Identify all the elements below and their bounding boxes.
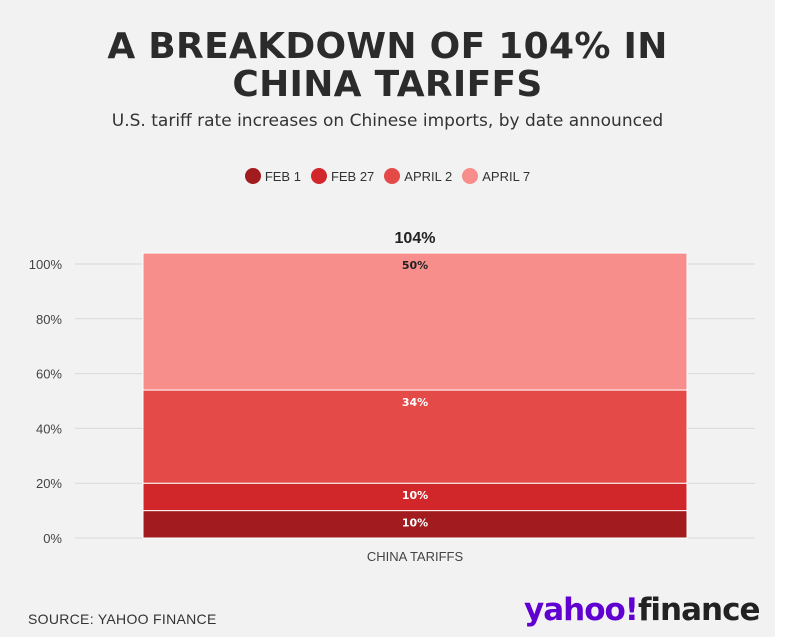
legend-item: APRIL 2 xyxy=(384,168,452,184)
stacked-bar-chart: 0% 20% 40% 60% 80% 100% 10% 10% 34% 50% 104% CHINA … xyxy=(29,230,755,564)
y-tick-label: 100% xyxy=(29,257,63,272)
legend-label: FEB 27 xyxy=(330,168,375,184)
legend-item: FEB 27 xyxy=(310,168,375,184)
source-note: SOURCE: YAHOO FINANCE xyxy=(28,611,217,627)
bar-segment xyxy=(142,482,688,512)
total-label: 104% xyxy=(395,230,436,247)
legend-label: APRIL 7 xyxy=(482,168,531,184)
y-tick-label: 40% xyxy=(36,421,62,436)
data-label: 50% xyxy=(402,259,428,272)
legend-swatch xyxy=(462,168,479,184)
legend-item: APRIL 7 xyxy=(462,168,530,184)
y-tick-label: 60% xyxy=(36,367,62,382)
chart-title: A BREAKDOWN OF 104% IN CHINA TARIFFS xyxy=(107,26,668,105)
bar-segment xyxy=(142,510,688,539)
data-label: 10% xyxy=(402,489,428,502)
x-category-label: CHINA TARIFFS xyxy=(367,549,464,564)
bar-segment xyxy=(142,252,688,391)
legend-item: FEB 1 xyxy=(244,168,301,184)
legend-swatch xyxy=(384,168,401,184)
chart-subtitle: U.S. tariff rate increases on Chinese im… xyxy=(111,111,664,131)
data-label: 34% xyxy=(402,396,428,409)
yahoo-finance-logo: yahoo!finance xyxy=(524,592,761,628)
y-tick-label: 80% xyxy=(36,312,62,327)
data-label: 10% xyxy=(402,517,428,530)
logo-exclamation: ! xyxy=(624,592,639,628)
logo-finance-text: finance xyxy=(637,592,761,628)
legend-swatch xyxy=(244,168,261,184)
chart-legend: FEB 1 FEB 27 APRIL 2 APRIL 7 xyxy=(0,168,775,184)
legend-swatch xyxy=(310,168,327,184)
legend-label: APRIL 2 xyxy=(404,168,453,184)
bar-segment xyxy=(142,389,688,484)
legend-label: FEB 1 xyxy=(264,168,301,184)
logo-yahoo-text: yahoo xyxy=(524,592,626,628)
y-tick-label: 20% xyxy=(36,476,62,491)
y-tick-label: 0% xyxy=(43,531,62,546)
